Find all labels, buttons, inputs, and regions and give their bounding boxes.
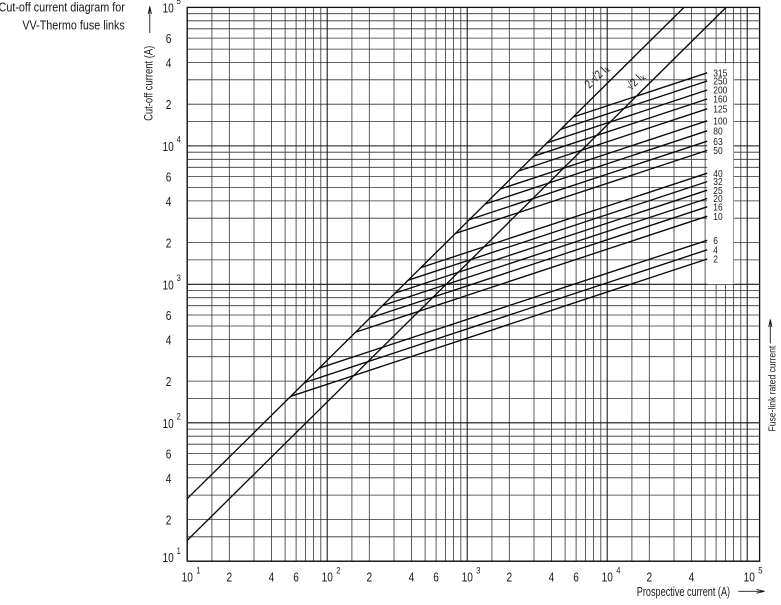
svg-text:Fuse-link rated current: Fuse-link rated current bbox=[767, 345, 779, 431]
svg-text:315: 315 bbox=[713, 68, 727, 79]
svg-text:6: 6 bbox=[166, 447, 172, 461]
svg-text:2: 2 bbox=[506, 570, 512, 584]
svg-text:10: 10 bbox=[163, 278, 175, 292]
svg-text:4: 4 bbox=[166, 195, 172, 209]
svg-text:250: 250 bbox=[713, 76, 727, 87]
svg-text:2: 2 bbox=[713, 254, 718, 265]
svg-text:4: 4 bbox=[177, 134, 181, 145]
svg-text:6: 6 bbox=[166, 309, 172, 323]
svg-text:Cut-off current (A): Cut-off current (A) bbox=[143, 46, 156, 121]
svg-text:2: 2 bbox=[166, 236, 172, 250]
svg-text:Cut-off current diagram for: Cut-off current diagram for bbox=[0, 0, 125, 15]
svg-text:10: 10 bbox=[182, 570, 194, 584]
svg-text:10: 10 bbox=[602, 570, 614, 584]
svg-text:6: 6 bbox=[293, 570, 299, 584]
svg-text:2: 2 bbox=[166, 375, 172, 389]
svg-text:10: 10 bbox=[713, 211, 722, 222]
svg-text:4: 4 bbox=[409, 570, 415, 584]
svg-text:4: 4 bbox=[166, 56, 172, 70]
svg-text:2: 2 bbox=[336, 565, 340, 576]
svg-text:5: 5 bbox=[758, 565, 762, 576]
svg-text:4: 4 bbox=[616, 565, 620, 576]
svg-text:3: 3 bbox=[476, 565, 480, 576]
svg-text:10: 10 bbox=[163, 140, 175, 154]
svg-text:2: 2 bbox=[166, 98, 172, 112]
svg-text:1: 1 bbox=[177, 545, 181, 556]
svg-text:32: 32 bbox=[713, 177, 722, 188]
svg-text:3: 3 bbox=[177, 272, 181, 283]
svg-text:2: 2 bbox=[366, 570, 372, 584]
svg-text:4: 4 bbox=[549, 570, 555, 584]
svg-text:6: 6 bbox=[433, 570, 439, 584]
svg-text:6: 6 bbox=[166, 32, 172, 46]
svg-text:5: 5 bbox=[177, 0, 181, 6]
svg-text:6: 6 bbox=[166, 170, 172, 184]
svg-text:2: 2 bbox=[166, 513, 172, 527]
svg-text:4: 4 bbox=[166, 472, 172, 486]
svg-text:4: 4 bbox=[269, 570, 275, 584]
svg-text:VV-Thermo fuse links: VV-Thermo fuse links bbox=[22, 18, 124, 33]
svg-text:4: 4 bbox=[713, 245, 718, 256]
svg-text:6: 6 bbox=[713, 235, 718, 246]
svg-text:Prospective current (A): Prospective current (A) bbox=[637, 586, 730, 600]
svg-text:125: 125 bbox=[713, 104, 727, 115]
svg-text:10: 10 bbox=[163, 551, 175, 565]
svg-text:63: 63 bbox=[713, 136, 722, 147]
svg-text:4: 4 bbox=[689, 570, 695, 584]
svg-text:160: 160 bbox=[713, 94, 727, 105]
svg-text:80: 80 bbox=[713, 126, 722, 137]
svg-text:25: 25 bbox=[713, 185, 722, 196]
svg-text:2: 2 bbox=[226, 570, 232, 584]
svg-text:50: 50 bbox=[713, 145, 722, 156]
svg-text:1: 1 bbox=[196, 565, 200, 576]
svg-text:10: 10 bbox=[163, 417, 175, 431]
svg-text:100: 100 bbox=[713, 116, 727, 127]
svg-text:10: 10 bbox=[322, 570, 334, 584]
svg-text:10: 10 bbox=[744, 570, 756, 584]
svg-text:2: 2 bbox=[177, 411, 181, 422]
svg-text:20: 20 bbox=[713, 193, 722, 204]
svg-text:4: 4 bbox=[166, 333, 172, 347]
svg-text:10: 10 bbox=[462, 570, 474, 584]
svg-text:16: 16 bbox=[713, 202, 722, 213]
svg-text:40: 40 bbox=[713, 168, 722, 179]
svg-text:10: 10 bbox=[163, 1, 175, 15]
svg-text:6: 6 bbox=[573, 570, 579, 584]
svg-text:200: 200 bbox=[713, 85, 727, 96]
svg-text:2: 2 bbox=[646, 570, 652, 584]
